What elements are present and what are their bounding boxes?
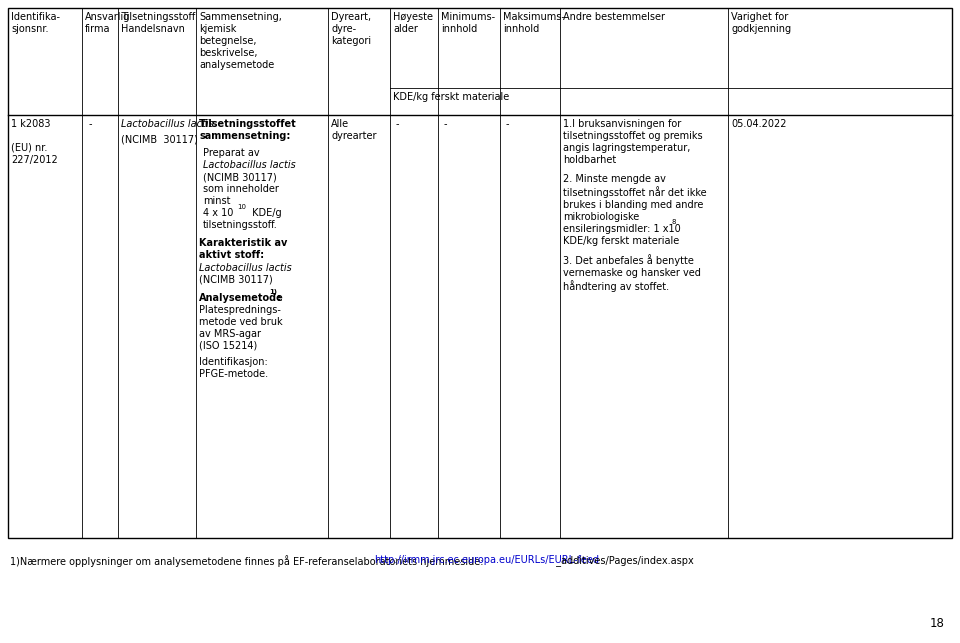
Text: (NCIMB  30117): (NCIMB 30117) [121,135,198,145]
Text: KDE/kg ferskt materiale: KDE/kg ferskt materiale [393,92,509,102]
Text: Lactobacillus lactis: Lactobacillus lactis [121,119,214,129]
Text: Karakteristik av
aktivt stoff:: Karakteristik av aktivt stoff: [199,238,287,260]
Text: (NCIMB 30117): (NCIMB 30117) [199,275,273,285]
Text: KDE/g: KDE/g [249,208,281,218]
Text: tilsetningsstoff.: tilsetningsstoff. [203,220,277,230]
Text: Varighet for
godkjenning: Varighet for godkjenning [731,12,791,34]
Text: Preparat av: Preparat av [203,148,259,158]
Text: Lactobacillus lactis: Lactobacillus lactis [199,263,292,273]
Text: Maksimums-
innhold: Maksimums- innhold [503,12,564,34]
Text: 1.I bruksanvisningen for
tilsetningsstoffet og premiks
angis lagringstemperatur,: 1.I bruksanvisningen for tilsetningsstof… [563,119,703,165]
Text: -: - [396,119,399,129]
Text: 1 k2083

(EU) nr.
227/2012: 1 k2083 (EU) nr. 227/2012 [11,119,58,165]
Text: KDE/kg ferskt materiale: KDE/kg ferskt materiale [563,236,680,246]
Text: Andre bestemmelser: Andre bestemmelser [563,12,665,22]
Text: -: - [444,119,447,129]
Text: Platesprednings-
metode ved bruk
av MRS-agar
(ISO 15214): Platesprednings- metode ved bruk av MRS-… [199,305,282,351]
Text: 1)Nærmere opplysninger om analysemetodene finnes på EF-referanselaboratoriets hj: 1)Nærmere opplysninger om analysemetoden… [10,555,487,567]
Text: Høyeste
alder: Høyeste alder [393,12,433,34]
Text: Identifikasjon:
PFGE-metode.: Identifikasjon: PFGE-metode. [199,357,268,379]
Text: :: : [277,293,281,303]
Text: Lactobacillus lactis: Lactobacillus lactis [203,160,296,170]
Text: -: - [506,119,510,129]
Text: (NCIMB 30117): (NCIMB 30117) [203,172,276,182]
Text: Analysemetode: Analysemetode [199,293,284,303]
Text: 1): 1) [269,289,277,295]
Text: som inneholder: som inneholder [203,184,278,194]
Text: minst: minst [203,196,230,206]
Text: Dyreart,
dyre-
kategori: Dyreart, dyre- kategori [331,12,372,46]
Text: Ansvarlig
firma: Ansvarlig firma [85,12,131,34]
Text: 3. Det anbefales å benytte
vernemaske og hansker ved
håndtering av stoffet.: 3. Det anbefales å benytte vernemaske og… [563,254,701,293]
Text: 2. Minste mengde av
tilsetningsstoffet når det ikke
brukes i blanding med andre
: 2. Minste mengde av tilsetningsstoffet n… [563,174,707,235]
Text: 10: 10 [237,204,246,210]
Text: Identifika-
sjonsnr.: Identifika- sjonsnr. [11,12,60,34]
Text: -: - [89,119,92,129]
Text: 4 x 10: 4 x 10 [203,208,233,218]
Text: Tilsetningsstoff
Handelsnavn: Tilsetningsstoff Handelsnavn [121,12,195,34]
Text: http://irmm.jrc.ec.europa.eu/EURLs/EURL-feed: http://irmm.jrc.ec.europa.eu/EURLs/EURL-… [374,555,599,565]
Text: Tilsetningsstoffet
sammensetning:: Tilsetningsstoffet sammensetning: [199,119,297,141]
Text: 18: 18 [930,617,945,630]
Text: 8: 8 [671,219,676,225]
Text: _additives/Pages/index.aspx: _additives/Pages/index.aspx [553,555,693,566]
Text: Alle
dyrearter: Alle dyrearter [331,119,376,141]
Bar [8,8,952,538]
Text: Sammensetning,
kjemisk
betegnelse,
beskrivelse,
analysemetode: Sammensetning, kjemisk betegnelse, beskr… [199,12,282,70]
Text: Minimums-
innhold: Minimums- innhold [441,12,495,34]
Text: 05.04.2022: 05.04.2022 [731,119,786,129]
